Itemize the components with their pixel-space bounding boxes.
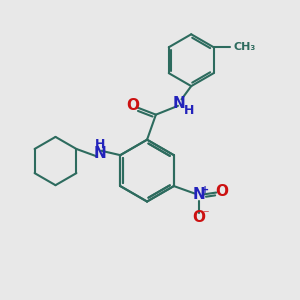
Text: ⁻: ⁻	[202, 208, 208, 221]
Text: N: N	[193, 188, 205, 202]
Text: H: H	[94, 138, 105, 151]
Text: O: O	[215, 184, 228, 200]
Text: +: +	[201, 184, 209, 195]
Text: O: O	[126, 98, 140, 113]
Text: CH₃: CH₃	[233, 42, 256, 52]
Text: N: N	[93, 146, 106, 161]
Text: O: O	[192, 210, 206, 225]
Text: H: H	[184, 104, 194, 117]
Text: N: N	[173, 96, 186, 111]
